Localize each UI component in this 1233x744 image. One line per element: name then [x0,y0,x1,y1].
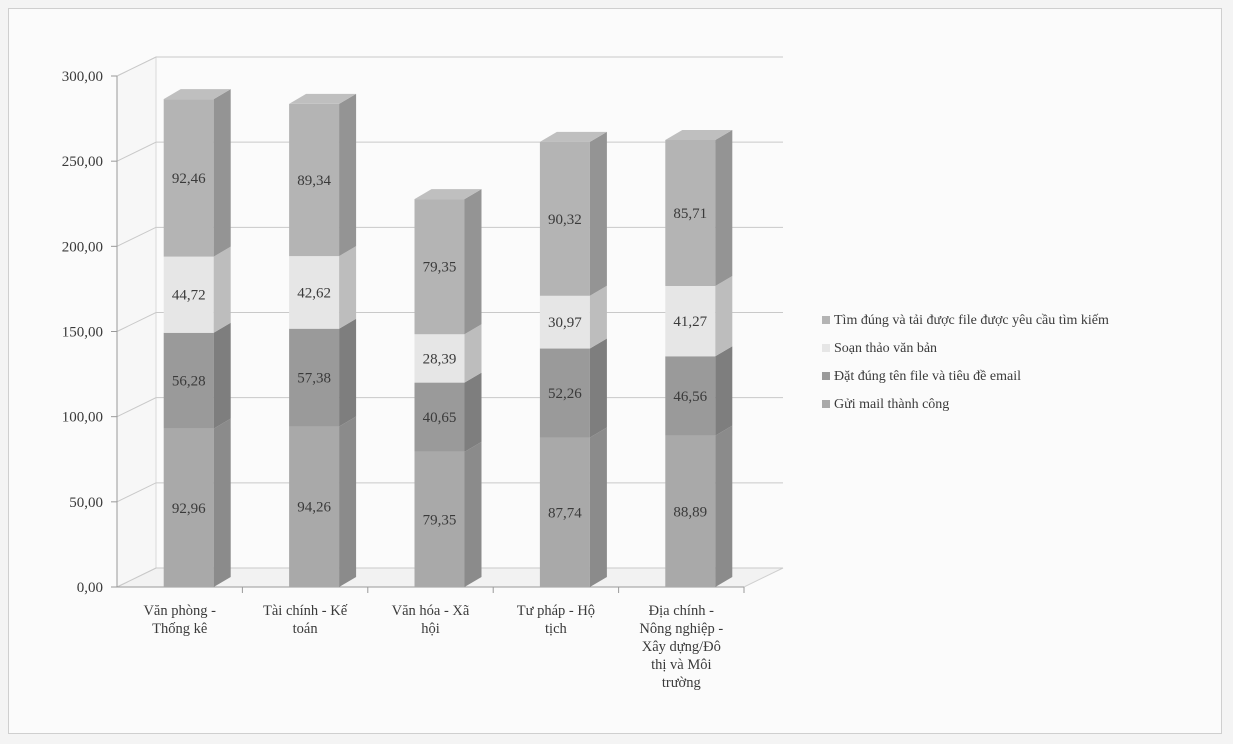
bar-segment-side [715,276,732,356]
category-label: Văn hóa - Xã [392,603,470,619]
bar-segment-side [339,416,356,587]
bar-segment-side [339,319,356,427]
bar-stack: 92,96 56,28 44,72 92,46 [164,89,231,587]
category-label: Tư pháp - Hộ [517,603,595,619]
bar-segment-side [715,426,732,587]
data-label: 89,34 [297,173,331,189]
category-label: Văn phòng - [143,603,216,619]
chart-frame: 0,00 50,00 100,00 150,00 200,00 250,00 300,00 9… [8,8,1222,734]
bar-stack: 87,74 52,26 30,97 90,32 [540,132,607,587]
bar-segment-side [715,130,732,286]
bar-segment-side [590,286,607,349]
data-label: 46,56 [673,389,707,405]
category-label: tịch [545,621,567,637]
bar-segment-side [214,419,231,587]
category-label: Xây dựng/Đô [642,639,721,655]
data-label: 85,71 [673,206,707,222]
data-label: 79,35 [423,512,457,528]
bar-segment-side [590,339,607,438]
legend-entry: Soạn thảo văn bản [834,341,937,356]
category-label: hội [421,621,440,637]
legend-entry: Gửi mail thành công [834,397,949,412]
y-tick-label: 200,00 [62,239,103,255]
bar-segment-side [214,247,231,333]
category-label: toán [293,621,319,637]
legend-swatch [822,344,830,352]
data-label: 88,89 [673,504,707,520]
bar-segment-side [715,346,732,435]
legend-swatch [822,400,830,408]
data-label: 41,27 [673,314,707,330]
category-label: Thống kê [152,621,207,637]
category-label: thị và Môi [651,657,711,673]
y-tick-label: 50,00 [69,495,103,511]
bar-segment-side [465,189,482,334]
bar-stack: 88,89 46,56 41,27 85,71 [665,130,732,587]
data-label: 40,65 [423,410,457,426]
data-label: 94,26 [297,500,331,516]
category-label: Tài chính - Kế [263,603,348,619]
legend-swatch [822,372,830,380]
data-label: 87,74 [548,505,582,521]
data-label: 30,97 [548,315,582,331]
y-tick-label: 150,00 [62,325,103,341]
stacked-bar-chart: 0,00 50,00 100,00 150,00 200,00 250,00 300,00 9… [9,9,1223,735]
data-label: 52,26 [548,386,582,402]
data-label: 56,28 [172,374,206,390]
bar-segment-side [465,324,482,382]
y-tick-label: 0,00 [77,580,103,596]
y-tick-label: 100,00 [62,410,103,426]
data-label: 79,35 [423,260,457,276]
bar-segment-side [339,246,356,329]
data-label: 57,38 [297,371,331,387]
bar-segment-side [465,373,482,452]
data-label: 42,62 [297,285,331,301]
data-label: 92,46 [172,171,206,187]
data-label: 92,96 [172,501,206,517]
y-tick-label: 300,00 [62,69,103,85]
y-tick-label: 250,00 [62,154,103,170]
bar-segment-side [590,132,607,296]
category-label: Địa chính - [649,603,714,619]
bar-segment-side [339,94,356,256]
legend-swatch [822,316,830,324]
bar-segment-side [590,428,607,587]
legend-entry: Đặt đúng tên file và tiêu đề email [834,369,1021,384]
category-label: trường [662,675,701,691]
bar-stack: 94,26 57,38 42,62 89,34 [289,94,356,587]
data-label: 44,72 [172,288,206,304]
bar-stack: 79,35 40,65 28,39 79,35 [415,189,482,587]
bar-segment-side [465,442,482,587]
bar-segment-side [214,89,231,256]
legend-entry: Tìm đúng và tải được file được yêu cầu t… [834,313,1109,328]
bar-segment-side [214,323,231,429]
category-label: Nông nghiệp - [639,621,723,637]
data-label: 28,39 [423,351,457,367]
data-label: 90,32 [548,212,582,228]
